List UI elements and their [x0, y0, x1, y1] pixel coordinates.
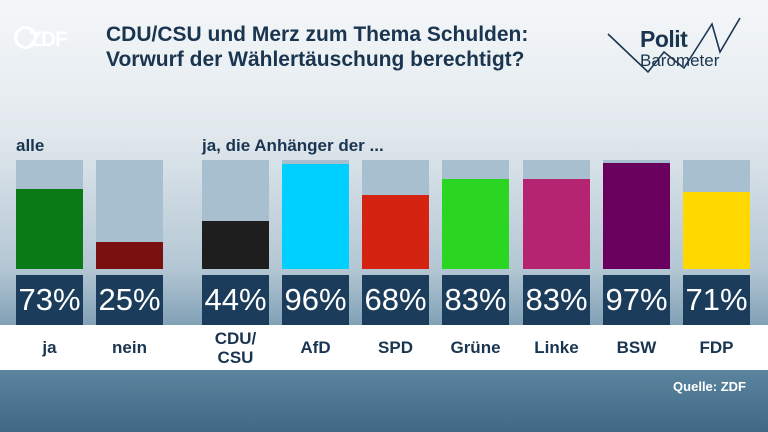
value-label: 83%	[442, 275, 509, 325]
bar-track	[202, 160, 269, 269]
category-label: nein	[112, 338, 147, 357]
bar	[202, 221, 269, 269]
politbarometer-logo-line-1: Polit	[640, 26, 688, 52]
chart-title: CDU/CSU und Merz zum Thema Schulden: Vor…	[106, 22, 528, 72]
category-label: Linke	[534, 338, 579, 357]
value-label: 71%	[683, 275, 750, 325]
value-label: 68%	[362, 275, 429, 325]
group-label-all: alle	[16, 136, 45, 155]
bar	[523, 178, 590, 269]
bar-track	[442, 160, 509, 269]
category-label: ja	[42, 338, 57, 357]
bar	[362, 194, 429, 269]
category-strip	[0, 325, 768, 370]
category-label: SPD	[378, 338, 413, 357]
bar-track	[523, 160, 590, 269]
bar	[282, 164, 349, 269]
zdf-logo-text: ZDF	[29, 28, 68, 51]
zdf-ring-icon	[14, 26, 37, 49]
value-label: 97%	[603, 275, 670, 325]
category-label: CDU/ CSU	[214, 328, 257, 367]
politbarometer-logo: Polit Barometer	[600, 12, 758, 78]
bar	[683, 191, 750, 269]
chart-title-line-2: Vorwurf der Wählertäuschung berechtigt?	[106, 48, 525, 71]
group-label-supporters: ja, die Anhänger der ...	[202, 136, 384, 155]
politbarometer-logo-line-2: Barometer	[640, 51, 720, 70]
category-label: FDP	[699, 338, 734, 357]
source-note: Quelle: ZDF	[673, 379, 746, 394]
bar-track	[683, 160, 750, 269]
value-label: 83%	[523, 275, 590, 325]
value-label: 25%	[96, 275, 163, 325]
bar-track	[603, 160, 670, 269]
bar-track	[362, 160, 429, 269]
category-label: Grüne	[450, 338, 501, 357]
bar-track	[282, 160, 349, 269]
bar	[603, 163, 670, 269]
bar	[442, 178, 509, 269]
value-label: 96%	[282, 275, 349, 325]
category-label: AfD	[300, 338, 331, 357]
bar-track	[16, 160, 83, 269]
category-label: BSW	[616, 338, 657, 357]
bar	[16, 189, 83, 269]
politbarometer-zigzag-icon	[607, 17, 741, 74]
bar	[96, 241, 163, 269]
value-label: 44%	[202, 275, 269, 325]
value-label: 73%	[16, 275, 83, 325]
zdf-logo: ZDF	[14, 26, 68, 52]
chart-title-line-1: CDU/CSU und Merz zum Thema Schulden:	[106, 23, 529, 46]
bar-track	[96, 160, 163, 269]
